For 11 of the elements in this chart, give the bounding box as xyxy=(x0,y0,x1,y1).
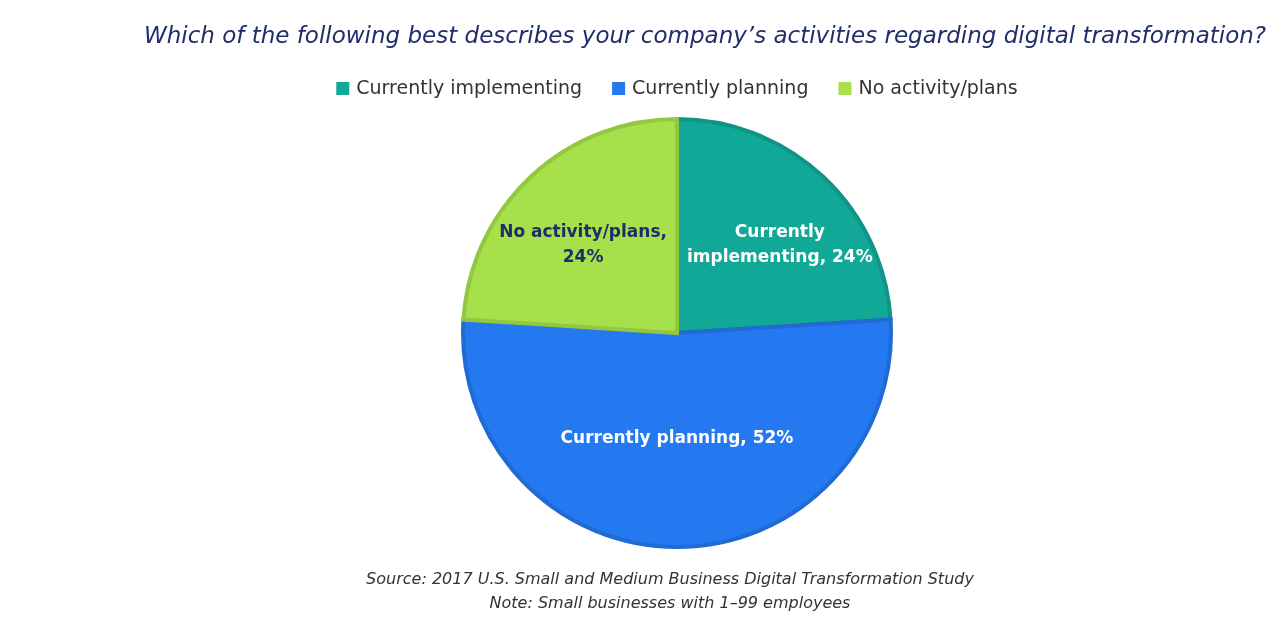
pie-slice xyxy=(461,117,679,335)
data-label: No activity/plans, 24% xyxy=(499,221,667,267)
legend-label: Currently planning xyxy=(632,76,809,98)
text: Note: Small businesses with 1–99 employees xyxy=(489,593,851,612)
data-label: Currently planning, 52% xyxy=(560,426,794,447)
legend-label: No activity/plans xyxy=(858,76,1018,98)
data-label: Currently implementing, 24% xyxy=(687,221,873,267)
chart-title: Which of the following best describes your company’s activities regarding digital transformation? xyxy=(143,22,1267,48)
legend-label: Currently implementing xyxy=(356,76,583,98)
pie-slice xyxy=(461,317,893,549)
source-note: Source: 2017 U.S. Small and Medium Business Digital Transformation Study xyxy=(366,569,975,588)
